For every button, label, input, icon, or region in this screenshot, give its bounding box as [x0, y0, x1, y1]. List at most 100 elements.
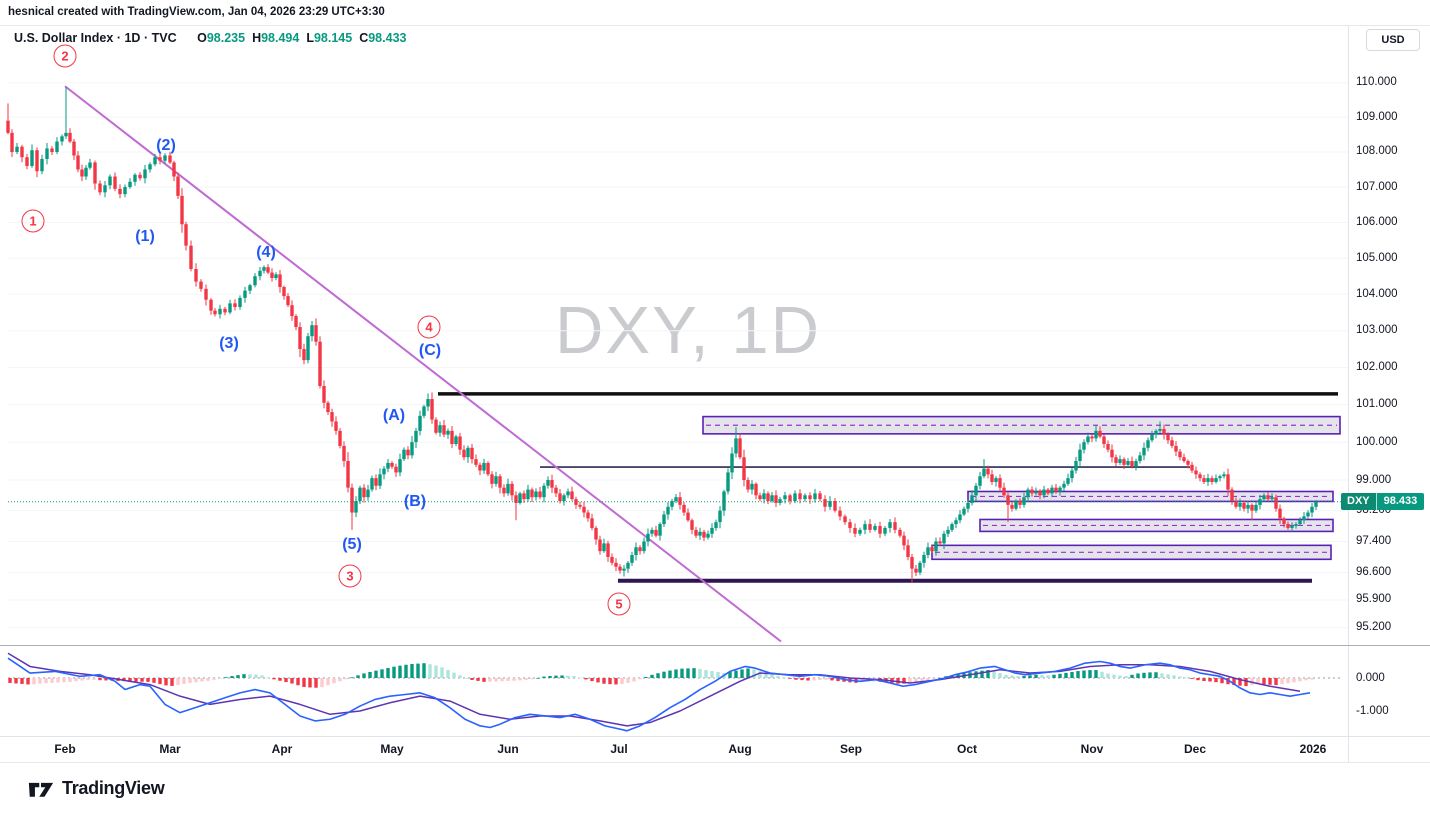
last-price-label: DXY 98.433 — [1341, 493, 1425, 511]
candle-body — [602, 543, 606, 552]
candle-body — [742, 457, 746, 481]
candle-body — [72, 141, 76, 156]
candle-body — [218, 308, 222, 315]
macd-histogram-bar — [632, 678, 636, 682]
macd-histogram-bar — [1082, 670, 1086, 678]
candle-body — [706, 533, 710, 538]
macd-histogram-bar — [350, 677, 354, 679]
macd-histogram-bar — [1304, 678, 1308, 681]
candle-body — [598, 539, 602, 552]
candle-body — [843, 516, 847, 523]
candle-body — [93, 162, 97, 184]
candle-body — [1154, 430, 1158, 435]
macd-histogram-bar — [506, 678, 510, 681]
macd-histogram-bar — [62, 678, 66, 683]
candle-body — [808, 495, 812, 500]
macd-histogram-bar — [302, 678, 306, 687]
macd-histogram-bar — [1232, 678, 1236, 686]
macd-histogram-bar — [242, 674, 246, 678]
candle-body — [68, 132, 72, 142]
macd-histogram-bar — [536, 677, 540, 679]
candle-body — [358, 487, 362, 502]
macd-histogram-bar — [314, 678, 318, 688]
macd-histogram-bar — [770, 674, 774, 678]
candle-body — [482, 462, 486, 471]
candle-body — [1234, 501, 1238, 507]
candle-body — [770, 495, 774, 502]
tradingview-logo[interactable]: TradingView — [28, 778, 165, 799]
macd-histogram-bar — [638, 678, 642, 680]
candle-body — [606, 543, 610, 557]
candle-body — [402, 449, 406, 460]
candle-body — [990, 474, 994, 482]
candle-body — [570, 491, 574, 500]
trendline[interactable] — [64, 85, 782, 643]
zone-box[interactable] — [967, 490, 1334, 503]
candle-body — [1054, 487, 1058, 492]
macd-histogram-bar — [938, 677, 942, 679]
candle-body — [778, 499, 782, 503]
macd-histogram-bar — [236, 675, 240, 678]
candle-body — [868, 524, 872, 530]
macd-histogram-bar — [560, 675, 564, 678]
candle-body — [883, 527, 887, 534]
pane-separator[interactable] — [0, 645, 1430, 646]
candle-body — [634, 547, 638, 556]
macd-histogram-bar — [1124, 676, 1128, 678]
macd-histogram-bar — [656, 673, 660, 678]
candle-body — [1122, 459, 1126, 465]
macd-histogram-bar — [1046, 675, 1050, 678]
candle-body — [199, 281, 203, 289]
macd-histogram-bar — [272, 678, 276, 680]
price-axis-divider — [1348, 25, 1349, 762]
currency-toggle-button[interactable]: USD — [1366, 29, 1420, 51]
candle-body — [494, 476, 498, 484]
macd-histogram-bar — [44, 678, 48, 684]
candle-body — [610, 556, 614, 563]
candle-body — [1262, 495, 1266, 500]
macd-histogram-bar — [458, 675, 462, 678]
macd-histogram-bar — [686, 668, 690, 678]
macd-histogram-bar — [1022, 675, 1026, 678]
macd-histogram-bar — [788, 678, 792, 679]
timeframe-label[interactable]: 1D — [124, 31, 141, 45]
candle-body — [754, 483, 758, 496]
candle-body — [204, 288, 208, 300]
candle-body — [1274, 497, 1278, 509]
candle-body — [486, 462, 490, 475]
credit-line: hesnical created with TradingView.com, J… — [8, 6, 385, 18]
candle-body — [209, 299, 213, 311]
candle-body — [662, 514, 666, 525]
candle-body — [823, 499, 827, 507]
macd-histogram-bar — [74, 678, 78, 682]
candle-body — [1178, 451, 1182, 458]
candle-body — [522, 493, 526, 500]
candle-body — [906, 545, 910, 557]
macd-histogram-bar — [134, 678, 138, 682]
macd-histogram-bar — [500, 678, 504, 682]
macd-histogram-bar — [512, 678, 516, 681]
candle-body — [858, 529, 862, 534]
ohlc-value: 98.235 — [206, 31, 246, 45]
macd-histogram-bar — [800, 678, 804, 681]
candle-body — [1106, 444, 1110, 450]
macd-histogram-bar — [548, 676, 552, 678]
macd-histogram-bar — [296, 678, 300, 686]
macd-histogram-bar — [374, 670, 378, 678]
macd-histogram-bar — [1202, 678, 1206, 681]
macd-histogram-bar — [86, 678, 90, 680]
candle-body — [766, 493, 770, 502]
symbol-name[interactable]: U.S. Dollar Index — [14, 31, 114, 45]
candle-body — [818, 493, 822, 500]
candle-body — [238, 297, 242, 307]
candle-body — [20, 146, 24, 158]
candle-body — [414, 430, 418, 443]
candle-body — [878, 526, 882, 534]
macd-histogram-bar — [206, 678, 210, 681]
candle-body — [118, 188, 122, 195]
candle-body — [362, 487, 366, 498]
symbol-legend[interactable]: U.S. Dollar Index · 1D · TVC O98.235 H98.… — [14, 31, 407, 45]
macd-histogram-bar — [104, 678, 108, 681]
macd-histogram-bar — [200, 678, 204, 682]
